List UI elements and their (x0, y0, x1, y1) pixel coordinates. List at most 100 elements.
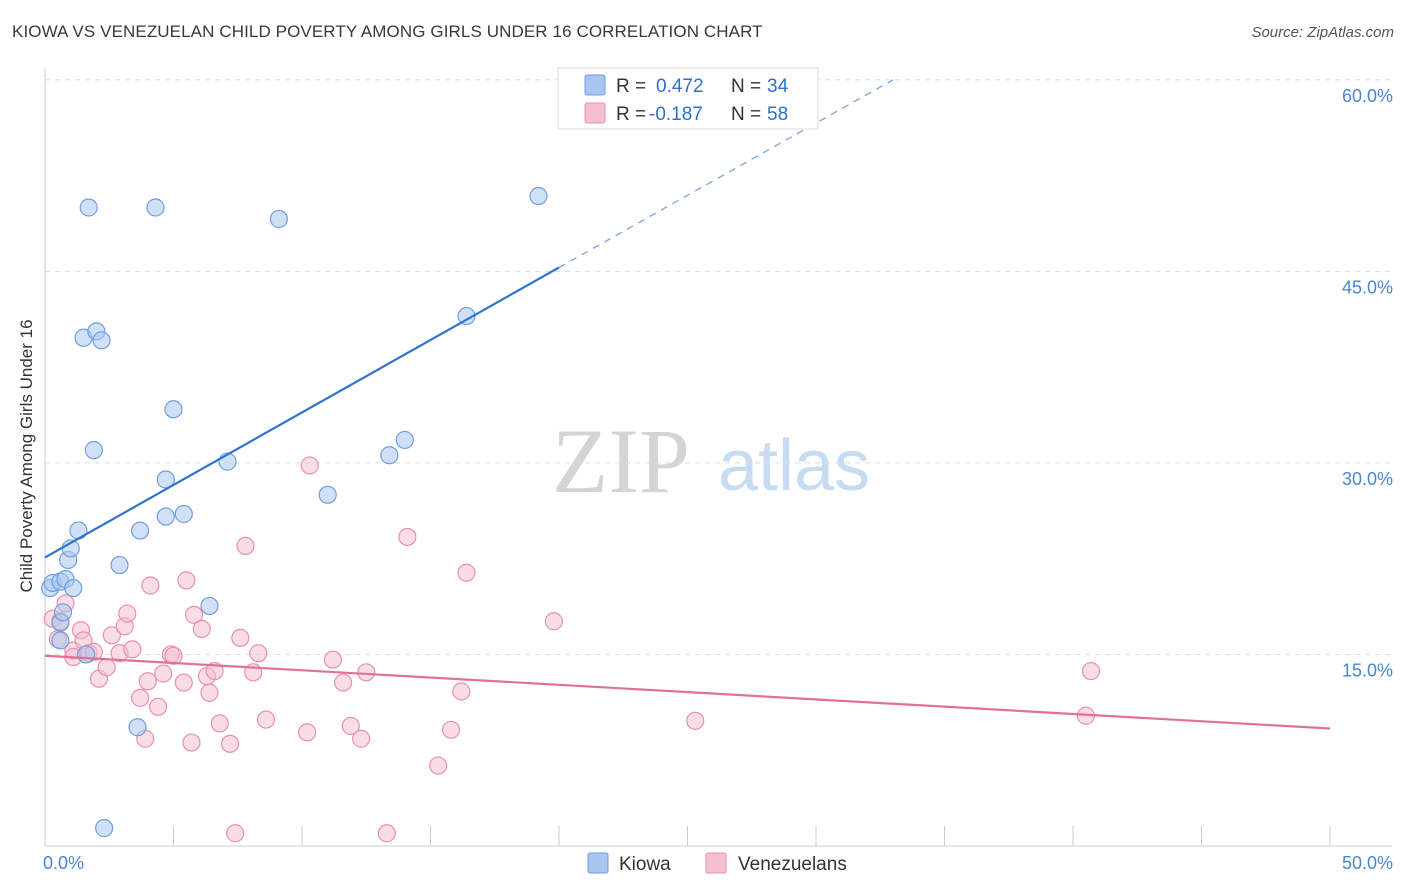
y-tick-labels: 15.0% 30.0% 45.0% 60.0% (1342, 86, 1393, 681)
y-axis-label: Child Poverty Among Girls Under 16 (17, 319, 36, 592)
kiowa-point (84, 441, 103, 460)
kiowa-point (53, 603, 73, 622)
venezuelan-point (200, 683, 219, 702)
venezuelan-point (192, 619, 211, 639)
venezuelan-point (452, 682, 471, 701)
kiowa-point (146, 198, 165, 217)
venezuelan-point (226, 824, 245, 843)
kiowa-point (156, 507, 175, 526)
legend-n-value-kiowa: 34 (767, 76, 789, 97)
venezuelan-point (544, 612, 563, 631)
legend-r-label-venezuelans: R = (616, 104, 646, 125)
kiowa-point (529, 186, 548, 206)
venezuelan-point (256, 710, 276, 729)
kiowa-point (318, 485, 337, 504)
venezuelan-point (118, 604, 137, 623)
bottom-legend: Kiowa Venezuelans (587, 852, 847, 875)
venezuelan-point (141, 576, 160, 595)
venezuelan-point (138, 672, 157, 691)
venezuelan-point (184, 605, 204, 624)
legend-n-label-venezuelans: N = (731, 104, 761, 125)
venezuelan-point (441, 720, 461, 739)
kiowa-point (64, 578, 83, 598)
trend-lines (44, 79, 1331, 730)
bottom-legend-label-kiowa: Kiowa (619, 854, 671, 875)
watermark-zip: ZIP (552, 410, 690, 512)
kiowa-point (51, 631, 70, 650)
kiowa-point (110, 555, 129, 575)
y-tick-label: 60.0% (1342, 86, 1393, 106)
venezuelan-point (154, 664, 173, 683)
kiowa-point (174, 504, 193, 524)
axes (44, 68, 1392, 847)
legend-n-label-kiowa: N = (731, 76, 761, 97)
kiowa-point (92, 331, 111, 350)
venezuelan-trend-line (44, 654, 1331, 730)
kiowa-point (164, 400, 183, 419)
kiowa-point (69, 521, 88, 540)
bottom-legend-swatch-venezuelans (705, 852, 727, 874)
legend-swatch-kiowa (584, 74, 606, 96)
venezuelan-point (236, 536, 255, 556)
watermark: ZIP atlas (552, 410, 870, 512)
chart-title: KIOWA VS VENEZUELAN CHILD POVERTY AMONG … (12, 22, 763, 41)
kiowa-point (130, 521, 150, 540)
bottom-legend-swatch-kiowa (587, 852, 609, 874)
kiowa-point (395, 430, 414, 450)
y-tick-label: 30.0% (1342, 469, 1393, 489)
venezuelan-point (429, 756, 448, 775)
data-points (41, 186, 1101, 843)
grid-lines (45, 79, 1392, 655)
y-tick-label: 45.0% (1342, 277, 1393, 297)
kiowa-point (156, 470, 175, 489)
kiowa-point (77, 645, 96, 664)
venezuelan-point (298, 723, 317, 742)
kiowa-point (79, 198, 98, 217)
venezuelan-point (457, 563, 476, 582)
venezuelan-point (130, 688, 150, 707)
venezuelan-point (231, 628, 250, 647)
watermark-atlas: atlas (718, 426, 870, 506)
legend-swatch-venezuelans (584, 102, 606, 124)
source-credit: Source: ZipAtlas.com (1251, 24, 1394, 41)
venezuelan-point (220, 734, 240, 753)
venezuelan-point (323, 650, 342, 669)
kiowa-trend-line (44, 266, 560, 559)
x-tick-label: 0.0% (43, 853, 84, 873)
venezuelan-point (352, 729, 371, 748)
x-tick-labels: 0.0% 50.0% (43, 853, 1393, 873)
venezuelan-point (177, 571, 196, 590)
kiowa-point (269, 209, 288, 229)
kiowa-point (128, 718, 147, 737)
kiowa-point (380, 446, 399, 465)
kiowa-point (200, 596, 219, 616)
venezuelan-point (341, 716, 360, 736)
venezuelan-point (97, 658, 116, 677)
venezuelan-point (377, 824, 396, 843)
venezuelan-point (148, 697, 168, 716)
legend: R = 0.472 N = 34 R = -0.187 N = 58 (557, 67, 819, 130)
venezuelan-point (102, 626, 121, 645)
venezuelan-point (1081, 661, 1101, 681)
venezuelan-point (398, 527, 417, 547)
bottom-legend-label-venezuelans: Venezuelans (738, 854, 847, 875)
venezuelan-point (210, 714, 229, 733)
venezuelan-point (334, 673, 353, 692)
legend-r-value-venezuelans: -0.187 (649, 104, 703, 125)
legend-r-value-kiowa: 0.472 (656, 76, 704, 97)
venezuelan-point (123, 640, 142, 659)
y-tick-label: 15.0% (1342, 660, 1393, 680)
venezuelan-point (174, 673, 193, 692)
venezuelan-point (686, 711, 705, 730)
venezuelan-point (182, 733, 201, 752)
venezuelan-point (249, 644, 268, 663)
legend-n-value-venezuelans: 58 (767, 104, 788, 125)
kiowa-point (95, 819, 114, 838)
legend-r-label-kiowa: R = (616, 76, 646, 97)
venezuelan-point (205, 661, 224, 681)
x-tick-label: 50.0% (1342, 853, 1393, 873)
venezuelan-point (300, 456, 319, 475)
venezuelan-point (164, 646, 183, 665)
venezuelan-point (357, 663, 376, 682)
